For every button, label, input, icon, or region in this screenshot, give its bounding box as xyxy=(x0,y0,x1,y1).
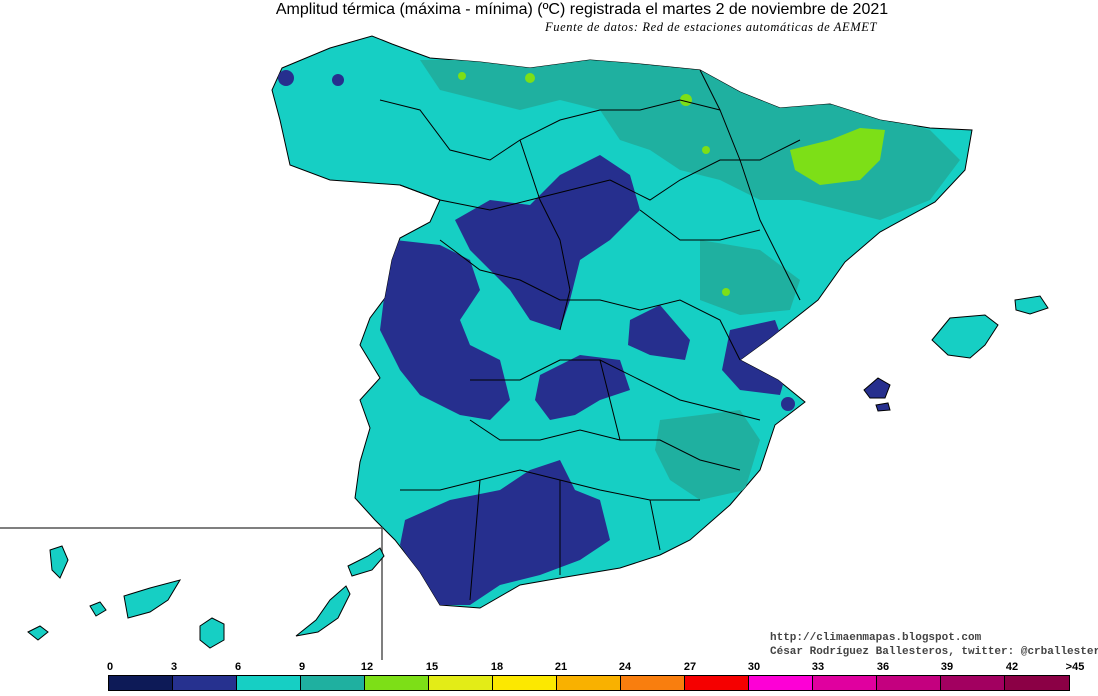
legend-tick: 6 xyxy=(234,661,242,673)
legend-swatch xyxy=(749,676,813,690)
map-subtitle: Fuente de datos: Red de estaciones autom… xyxy=(545,20,878,34)
legend-tick: 33 xyxy=(811,661,825,673)
inset-frame xyxy=(0,527,383,660)
legend-swatch xyxy=(237,676,301,690)
zone-3-6-spot xyxy=(781,397,795,411)
legend-tick: 21 xyxy=(554,661,568,673)
color-legend xyxy=(108,675,1070,691)
zone-12-15-spot xyxy=(702,146,710,154)
ibiza xyxy=(863,377,891,399)
legend-swatch xyxy=(1005,676,1069,690)
legend-tick: 36 xyxy=(876,661,890,673)
tenerife xyxy=(123,579,182,619)
menorca xyxy=(1014,295,1049,315)
legend-swatch xyxy=(365,676,429,690)
legend-tick: 0 xyxy=(106,661,114,673)
legend-tick: >45 xyxy=(1065,661,1085,673)
legend-tick: 42 xyxy=(1005,661,1019,673)
credits: http://climaenmapas.blogspot.com César R… xyxy=(770,631,1098,659)
credits-author: César Rodríguez Ballesteros, twitter: @c… xyxy=(770,646,1098,658)
legend-tick: 24 xyxy=(618,661,632,673)
formentera xyxy=(875,402,891,412)
la-palma xyxy=(49,545,69,579)
legend-swatch xyxy=(109,676,173,690)
region-borders xyxy=(379,69,801,601)
zone-9-12-southeast xyxy=(655,410,760,500)
canary-islands-inset xyxy=(0,527,385,660)
iberian-peninsula xyxy=(271,35,973,609)
zone-3-6-spot xyxy=(332,74,344,86)
legend-tick: 15 xyxy=(425,661,439,673)
fuerteventura xyxy=(295,585,351,637)
legend-tick: 12 xyxy=(360,661,374,673)
zone-9-12-east xyxy=(700,240,800,315)
legend-swatch xyxy=(301,676,365,690)
legend-swatch xyxy=(173,676,237,690)
zone-3-6-spot xyxy=(278,70,294,86)
legend-tick: 18 xyxy=(490,661,504,673)
zone-3-6-albacete xyxy=(628,305,690,360)
legend-tick-labels: 0 3 6 9 12 15 18 21 24 27 30 33 36 39 42… xyxy=(0,661,1098,675)
legend-swatch xyxy=(621,676,685,690)
legend-swatch xyxy=(685,676,749,690)
legend-tick: 9 xyxy=(298,661,306,673)
lanzarote xyxy=(347,547,385,577)
legend-tick: 27 xyxy=(683,661,697,673)
zone-12-15-spot xyxy=(680,94,692,106)
zone-12-15-spot xyxy=(458,72,466,80)
zone-3-6-extremadura xyxy=(380,240,510,420)
legend-swatch xyxy=(813,676,877,690)
credits-blog: http://climaenmapas.blogspot.com xyxy=(770,632,982,644)
mallorca xyxy=(931,314,999,359)
legend-swatch xyxy=(429,676,493,690)
balearic-islands xyxy=(863,295,1049,412)
legend-swatch xyxy=(941,676,1005,690)
la-gomera xyxy=(89,601,107,617)
gran-canaria xyxy=(199,617,225,649)
legend-tick: 3 xyxy=(170,661,178,673)
legend-tick: 30 xyxy=(747,661,761,673)
legend-swatch xyxy=(877,676,941,690)
legend-swatch xyxy=(493,676,557,690)
zone-3-6-andalucia xyxy=(400,460,610,605)
zone-12-15-lleida xyxy=(790,128,885,185)
legend-swatch xyxy=(557,676,621,690)
zone-3-6-lamancha xyxy=(535,355,630,420)
zone-12-15-spot xyxy=(722,288,730,296)
zone-3-6-duero xyxy=(455,155,640,330)
amplitude-map xyxy=(0,35,1049,660)
el-hierro xyxy=(27,625,49,641)
legend-tick: 39 xyxy=(940,661,954,673)
map-title: Amplitud térmica (máxima - mínima) (ºC) … xyxy=(275,1,889,18)
zone-12-15-spot xyxy=(525,73,535,83)
